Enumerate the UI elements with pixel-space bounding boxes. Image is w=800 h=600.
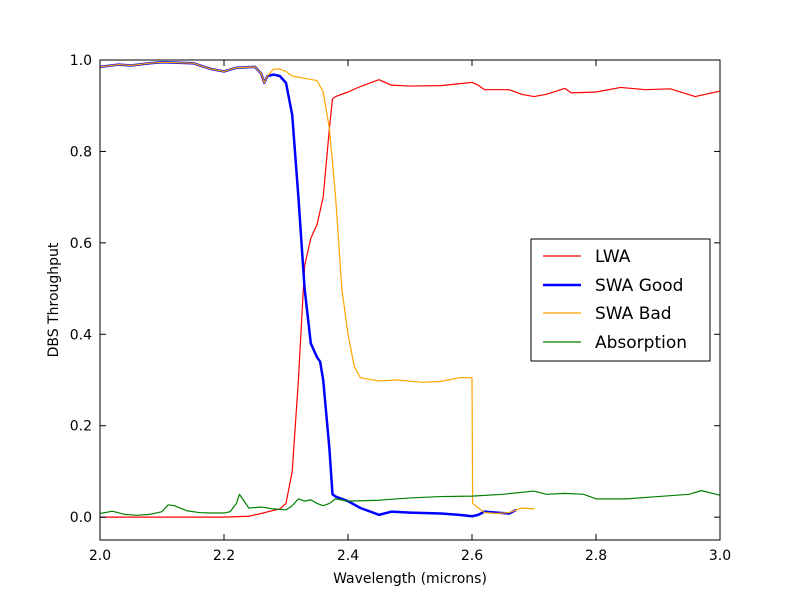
legend-label-lwa: LWA xyxy=(595,247,631,267)
series-line-absorption xyxy=(100,490,720,516)
x-tick-label: 2.2 xyxy=(213,548,235,564)
y-tick-label: 0.8 xyxy=(70,144,92,160)
legend-label-absorption: Absorption xyxy=(595,333,687,353)
y-tick-label: 0.4 xyxy=(70,327,92,343)
series-line-lwa xyxy=(100,79,720,518)
x-tick-label: 2.4 xyxy=(337,548,359,564)
y-tick-label: 0.6 xyxy=(70,236,92,252)
x-tick-label: 2.8 xyxy=(585,548,607,564)
y-tick-label: 0.0 xyxy=(70,510,92,526)
plot-frame xyxy=(99,59,721,541)
legend: LWA SWA Good SWA Bad Absorption xyxy=(530,238,711,362)
x-tick-label: 3.0 xyxy=(709,548,731,564)
x-tick-label: 2.0 xyxy=(89,548,111,564)
y-axis-label: DBS Throughput xyxy=(46,242,62,357)
legend-label-swa-good: SWA Good xyxy=(595,276,683,296)
legend-box xyxy=(530,238,711,362)
y-tick-label: 0.2 xyxy=(70,419,92,435)
x-axis-label: Wavelength (microns) xyxy=(333,571,487,587)
x-tick-label: 2.6 xyxy=(461,548,483,564)
series-line-swa-bad xyxy=(100,61,535,515)
y-tick-label: 1.0 xyxy=(70,53,92,69)
legend-label-swa-bad: SWA Bad xyxy=(595,304,672,324)
plot-area xyxy=(99,59,721,541)
